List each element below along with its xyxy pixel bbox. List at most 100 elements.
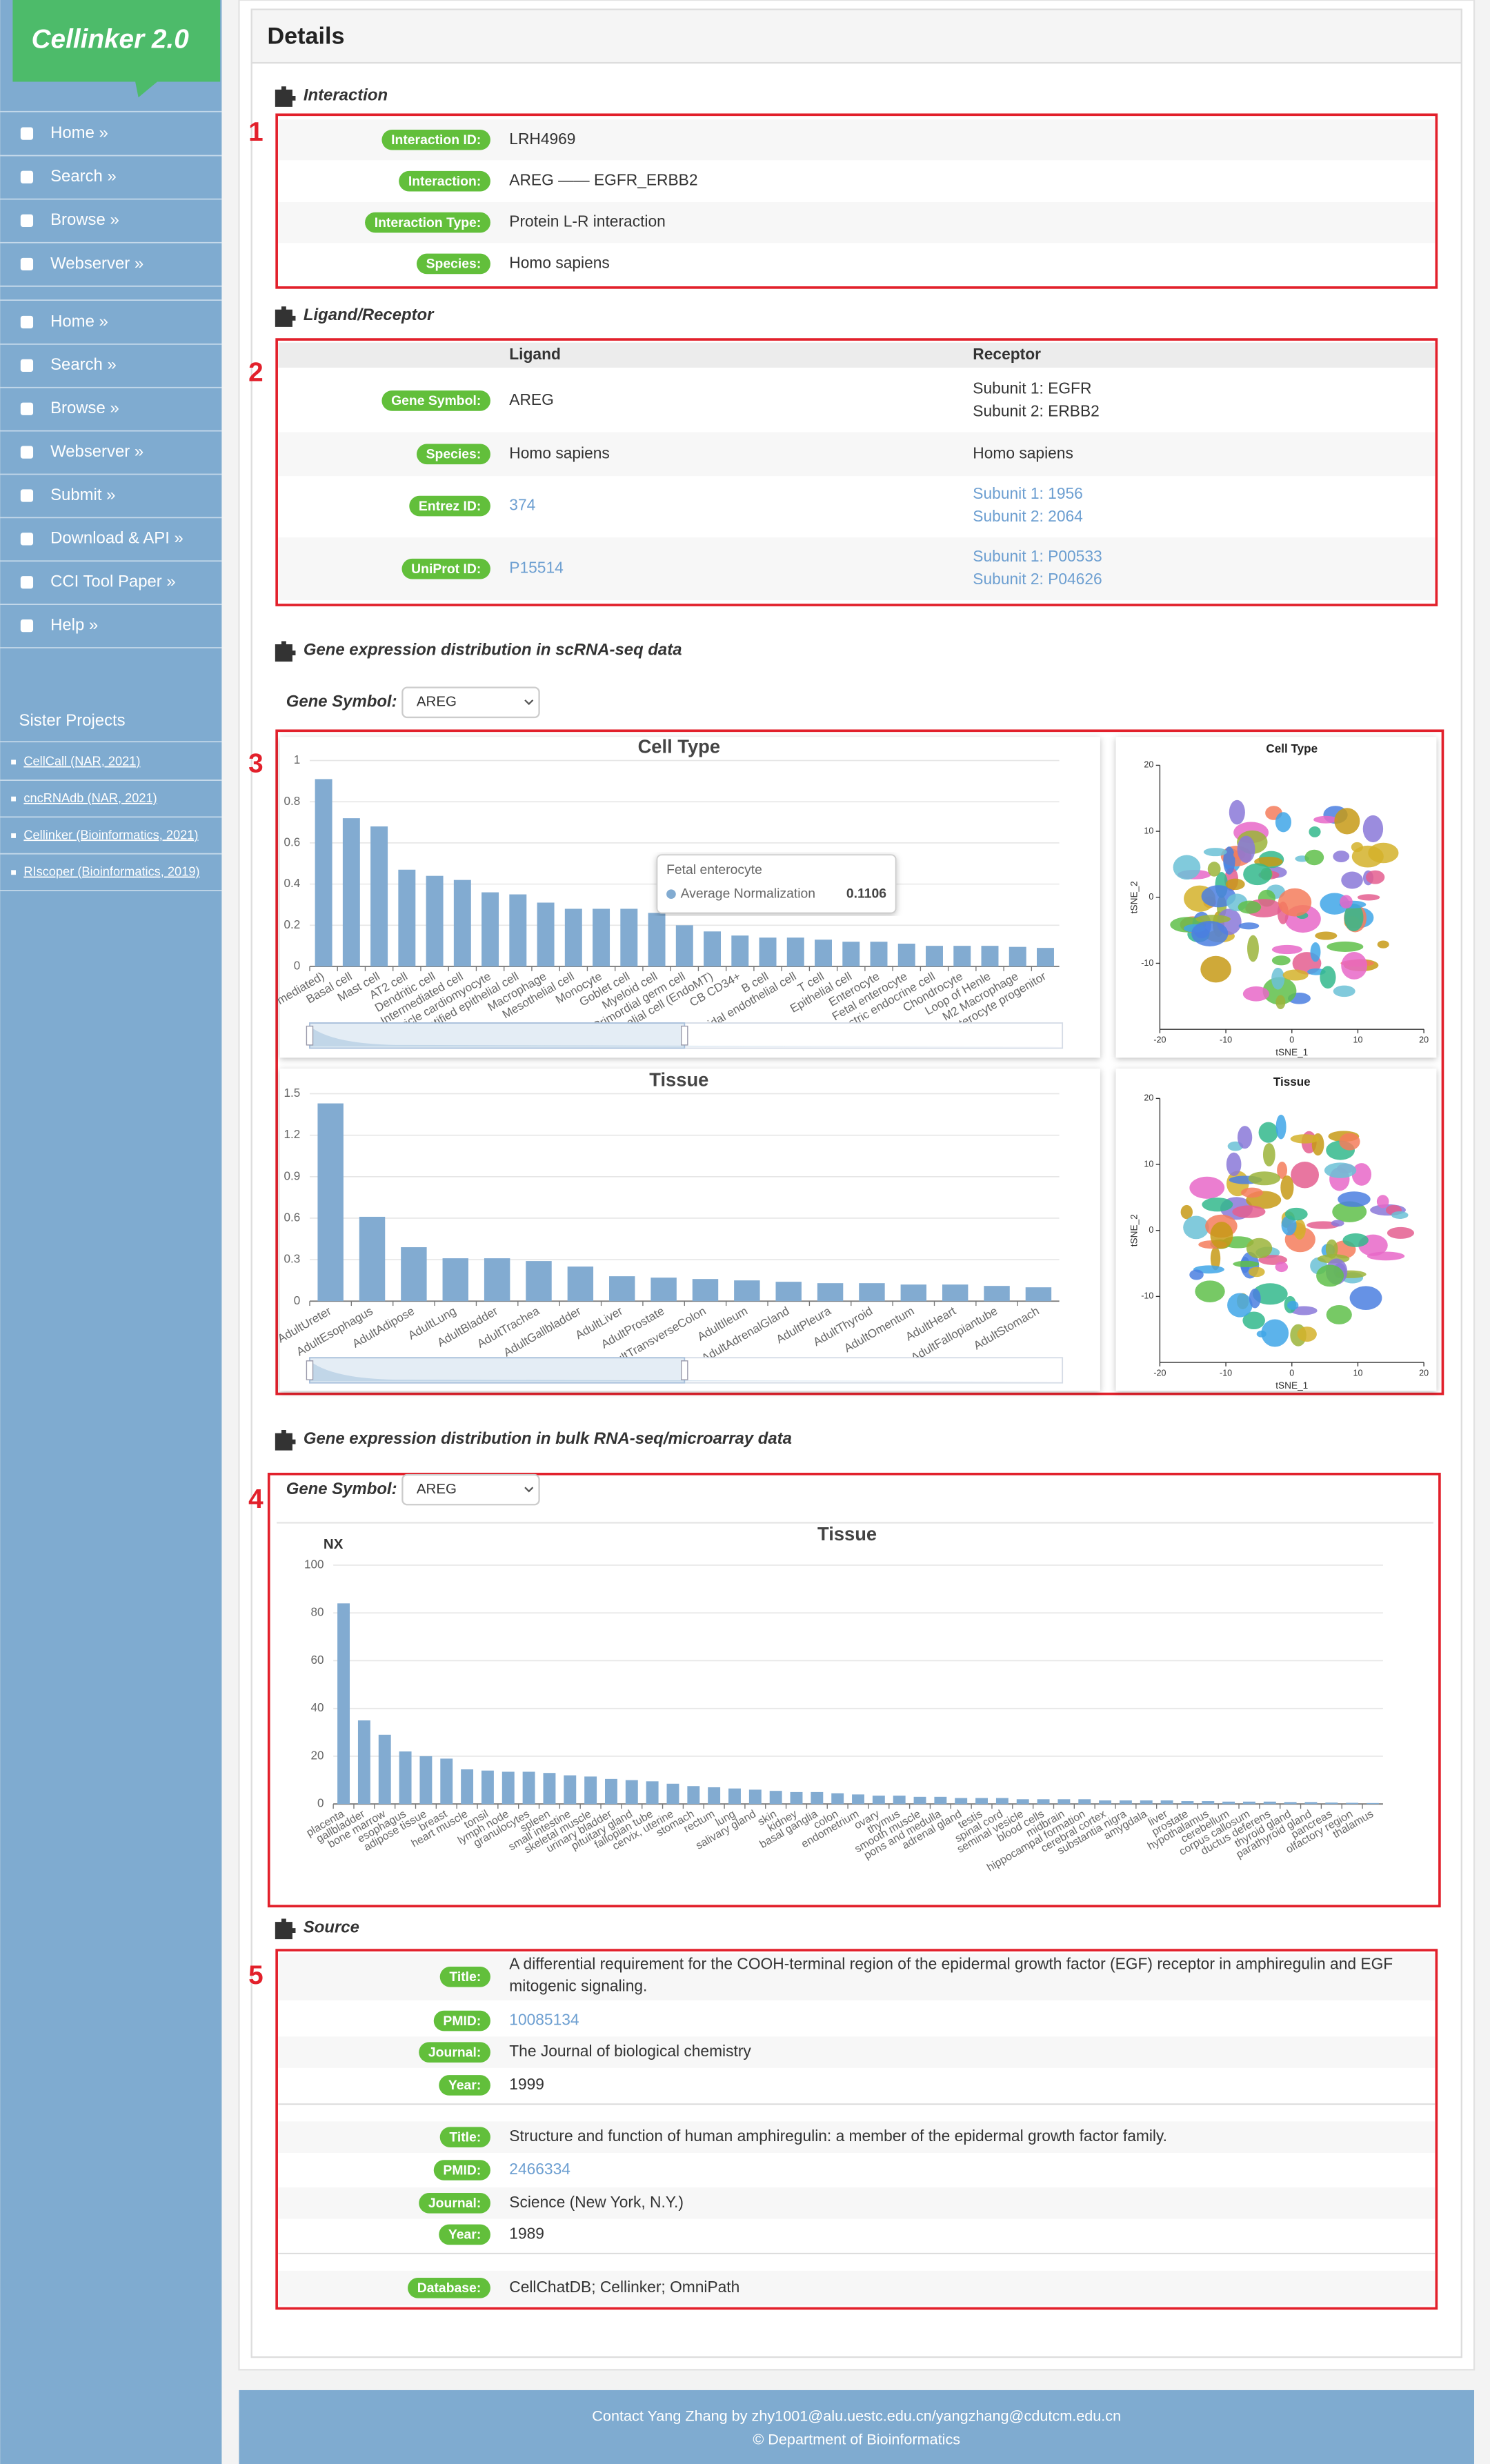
field-value[interactable]: Subunit 2: 2064 — [973, 507, 1083, 525]
embedding-cluster — [1261, 1319, 1289, 1347]
embedding-cluster — [1271, 944, 1302, 955]
embedding-cluster — [1233, 1260, 1260, 1267]
zoom-handle[interactable] — [306, 1025, 314, 1046]
y-tick-label: 0 — [1149, 892, 1153, 902]
bar — [666, 1783, 679, 1805]
nav-item[interactable]: Browse » — [50, 210, 119, 229]
gene-select[interactable] — [401, 1473, 540, 1506]
label-pill — [416, 444, 490, 465]
heading-icon — [275, 306, 296, 327]
label-pill — [439, 2075, 490, 2096]
nav-icon — [20, 489, 34, 502]
nav-item[interactable]: Search » — [50, 355, 117, 374]
section-heading: Interaction — [304, 86, 388, 104]
y-tick-label: 0 — [1149, 1225, 1153, 1235]
nav-item[interactable]: Webserver » — [50, 254, 143, 272]
nav-item[interactable]: Submit » — [50, 486, 115, 504]
table-header — [278, 342, 1436, 368]
sister-link[interactable]: Cellinker (Bioinformatics, 2021) — [23, 828, 198, 842]
section-heading: Ligand/Receptor — [304, 306, 435, 324]
field-label: Year: — [448, 2078, 481, 2093]
bullet — [11, 870, 16, 875]
embedding-cluster — [1275, 1262, 1289, 1273]
bar — [1160, 1800, 1173, 1805]
embedding-cluster — [1200, 955, 1231, 983]
bar — [378, 1734, 391, 1805]
embedding-cluster — [1271, 967, 1285, 990]
sister-link[interactable]: cncRNAdb (NAR, 2021) — [23, 791, 157, 805]
logo-bubble — [12, 0, 221, 98]
embedding-cluster — [1365, 870, 1385, 884]
y-tick-label: 60 — [310, 1653, 324, 1667]
sister-link[interactable]: RIscoper (Bioinformatics, 2019) — [23, 865, 199, 879]
nav-item[interactable]: CCI Tool Paper » — [50, 573, 176, 591]
sister-link[interactable]: CellCall (NAR, 2021) — [23, 755, 140, 768]
bar — [995, 1798, 1009, 1805]
embedding-cluster — [1310, 942, 1321, 962]
label-pill — [439, 1966, 490, 1987]
embedding-cluster — [1280, 1175, 1294, 1200]
select-caret — [524, 1487, 534, 1493]
embedding-cluster — [1249, 1289, 1261, 1309]
embedding-cluster — [1227, 1293, 1253, 1318]
y-tick-label: 0.6 — [284, 1211, 301, 1224]
bar — [731, 935, 749, 967]
zoom-handle[interactable] — [681, 1360, 688, 1380]
bar — [398, 869, 416, 967]
embedding-cluster — [1341, 952, 1368, 980]
field-label: Year: — [448, 2227, 481, 2243]
field-value[interactable]: 10085134 — [509, 2011, 579, 2029]
embedding-cluster — [1238, 922, 1260, 930]
embedding-cluster — [1275, 812, 1291, 833]
bar — [926, 946, 943, 967]
label-pill — [439, 2127, 490, 2147]
y-tick-label: -10 — [1141, 958, 1153, 968]
x-tick-label: -20 — [1153, 1035, 1166, 1044]
x-axis-label: tSNE_1 — [1275, 1380, 1308, 1391]
bar — [370, 826, 388, 967]
nav-item[interactable]: Home » — [50, 123, 108, 142]
embedding-cluster — [1243, 863, 1272, 886]
y-tick-label: 1.2 — [284, 1128, 301, 1141]
bar — [359, 1216, 386, 1302]
nav-item[interactable]: Browse » — [50, 399, 119, 417]
embedding-cluster — [1287, 1300, 1299, 1310]
bar — [692, 1279, 719, 1302]
embedding-cluster — [1275, 1114, 1287, 1140]
bar — [481, 1770, 494, 1805]
embedding-cluster — [1387, 1226, 1415, 1239]
embedding-cluster — [1252, 1283, 1288, 1305]
bar — [811, 1791, 824, 1805]
x-tick-label: 20 — [1419, 1368, 1429, 1378]
column-header: Receptor — [973, 345, 1041, 363]
y-tick-label: 10 — [1144, 1159, 1153, 1169]
field-value[interactable]: Subunit 2: P04626 — [973, 570, 1102, 588]
zoom-handle[interactable] — [306, 1360, 314, 1380]
embedding-cluster — [1225, 878, 1245, 891]
chart-title: Cell Type — [1266, 742, 1318, 755]
bar — [870, 942, 888, 967]
embedding-cluster — [1191, 920, 1229, 946]
nav-item[interactable]: Home » — [50, 312, 108, 330]
embedding-cluster — [1342, 1233, 1369, 1247]
field-value[interactable]: Subunit 1: 1956 — [973, 484, 1083, 502]
field-value[interactable]: Subunit 1: P00533 — [973, 547, 1102, 565]
nav-item[interactable]: Download & API » — [50, 529, 183, 548]
bar — [897, 944, 915, 967]
field-value[interactable]: P15514 — [509, 559, 564, 577]
label-pill — [408, 2278, 490, 2298]
embedding-cluster — [1351, 1163, 1372, 1186]
field-value: A differential requirement for the COOH-… — [509, 1956, 1393, 1996]
field-value[interactable]: 2466334 — [509, 2160, 570, 2178]
nav-item[interactable]: Webserver » — [50, 442, 143, 461]
bar — [1222, 1801, 1235, 1805]
field-value[interactable]: 374 — [509, 496, 535, 514]
zoom-handle[interactable] — [681, 1025, 688, 1046]
field-label: Species: — [426, 447, 481, 462]
nav-item[interactable]: Search » — [50, 167, 117, 186]
embedding-cluster — [1376, 1195, 1389, 1209]
y-tick-label: -10 — [1141, 1291, 1153, 1301]
gene-select[interactable] — [401, 686, 540, 719]
bar — [859, 1283, 885, 1302]
nav-item[interactable]: Help » — [50, 615, 98, 634]
